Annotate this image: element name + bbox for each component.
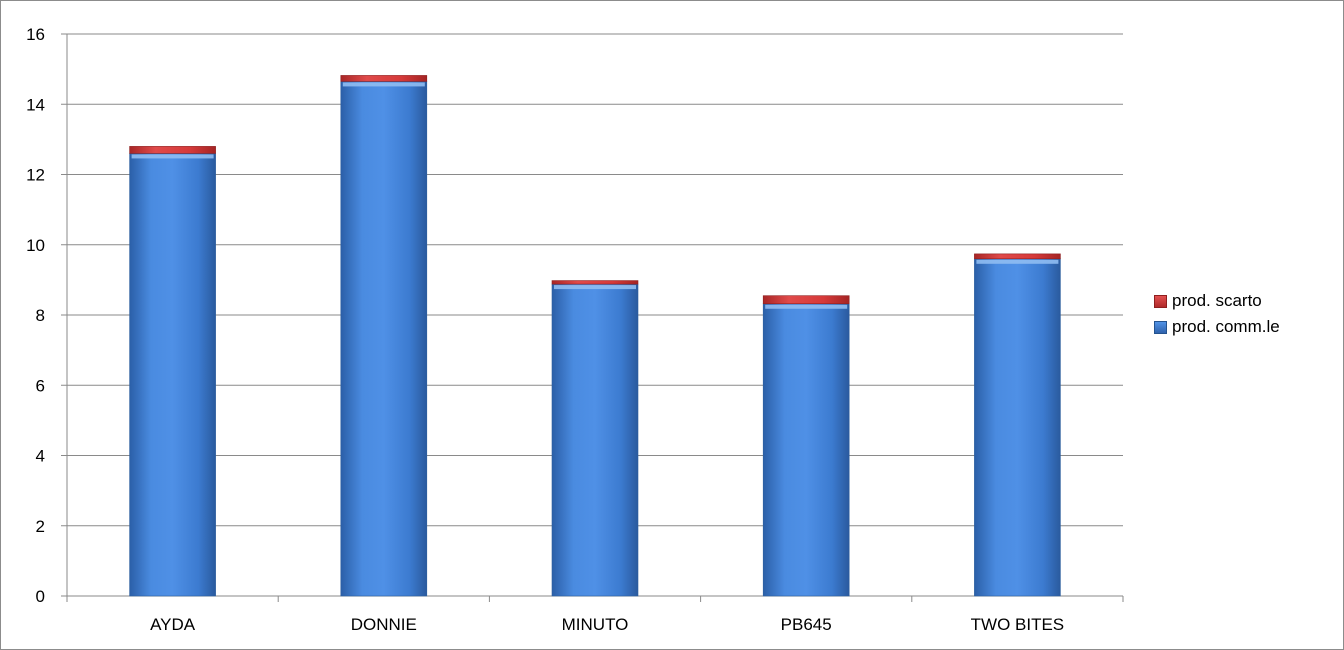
bar-highlight — [976, 259, 1059, 264]
y-tick-label: 10 — [26, 236, 45, 255]
y-tick-label: 0 — [36, 587, 45, 606]
y-tick-label: 16 — [26, 25, 45, 44]
x-tick-label: TWO BITES — [971, 615, 1065, 634]
bars — [129, 75, 1061, 597]
y-tick-label: 6 — [36, 376, 45, 395]
legend-label-prod-comm-le: prod. comm.le — [1172, 317, 1280, 336]
red-square-icon — [1154, 294, 1167, 308]
y-tick-label: 2 — [36, 517, 45, 536]
bar-prod-comm-le-two-bites — [974, 258, 1061, 597]
legend-item-prod-scarto: prod. scarto — [1154, 288, 1280, 314]
tick-labels: 0 2 4 6 8 10 12 14 16 AYDA DONNIE MINUTO PB645 TWO BI… — [26, 25, 1064, 634]
legend-item-prod-comm-le: prod. comm.le — [1154, 314, 1280, 340]
bar-prod-scarto-pb645 — [762, 295, 850, 305]
bar-prod-comm-le-minuto — [551, 283, 639, 597]
x-tick-label: MINUTO — [562, 615, 629, 634]
y-tick-label: 8 — [36, 306, 45, 325]
bar-highlight — [554, 285, 636, 290]
legend-label-prod-scarto: prod. scarto — [1172, 291, 1262, 310]
bar-prod-comm-le-ayda — [129, 153, 216, 597]
bar-highlight — [131, 154, 214, 159]
legend: prod. scarto prod. comm.le — [1154, 288, 1280, 340]
bar-highlight — [765, 304, 848, 309]
y-tick-label: 4 — [36, 447, 45, 466]
y-tick-label: 12 — [26, 166, 45, 185]
bar-prod-scarto-donnie — [340, 75, 428, 82]
x-tick-label: DONNIE — [351, 615, 417, 634]
bar-prod-scarto-minuto — [551, 280, 639, 285]
bar-prod-comm-le-pb645 — [762, 303, 850, 597]
bar-prod-comm-le-donnie — [340, 81, 428, 597]
x-tick-label: AYDA — [150, 615, 196, 634]
x-tick-label: PB645 — [781, 615, 832, 634]
bar-highlight — [342, 82, 425, 87]
bar-prod-scarto-two-bites — [974, 253, 1061, 260]
blue-square-icon — [1154, 320, 1167, 334]
bar-prod-scarto-ayda — [129, 146, 216, 154]
y-tick-label: 14 — [26, 95, 45, 114]
